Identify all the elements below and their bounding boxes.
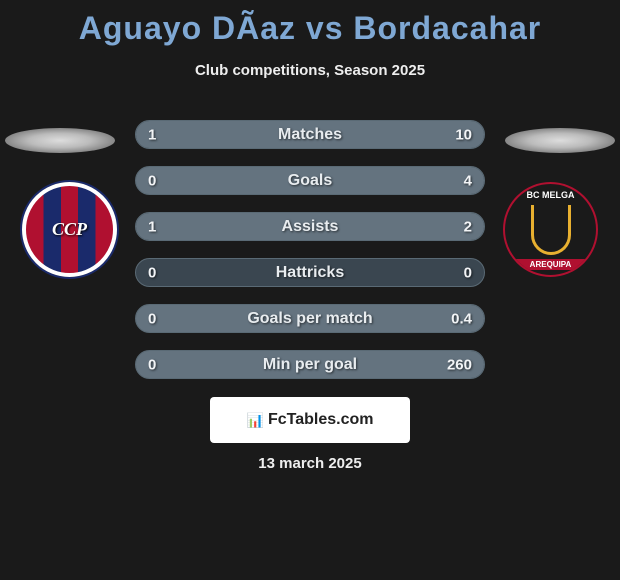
shadow-right <box>505 128 615 153</box>
stat-value-left: 0 <box>148 310 156 327</box>
stat-value-left: 1 <box>148 126 156 143</box>
stat-value-left: 0 <box>148 172 156 189</box>
team-left-crest <box>22 182 117 277</box>
brand-box: 📊 FcTables.com <box>210 397 410 443</box>
chart-icon: 📊 <box>247 412 264 429</box>
stat-row: 0 Min per goal 260 <box>135 350 485 379</box>
stat-row: 0 Hattricks 0 <box>135 258 485 287</box>
stat-row: 1 Matches 10 <box>135 120 485 149</box>
stat-row: 0 Goals 4 <box>135 166 485 195</box>
stat-value-left: 0 <box>148 356 156 373</box>
stat-label: Goals per match <box>247 310 372 328</box>
date-text: 13 march 2025 <box>0 455 620 472</box>
stat-value-right: 0 <box>464 264 472 281</box>
stat-value-right: 0.4 <box>451 310 472 327</box>
team-right-crest: BC MELGA AREQUIPA <box>503 182 598 277</box>
stats-panel: 1 Matches 10 0 Goals 4 1 Assists 2 0 Hattricks 0 0 Go… <box>135 120 485 396</box>
stat-value-right: 260 <box>447 356 472 373</box>
stat-label: Matches <box>278 126 342 144</box>
stat-label: Assists <box>282 218 339 236</box>
stat-row: 1 Assists 2 <box>135 212 485 241</box>
subtitle: Club competitions, Season 2025 <box>0 62 620 79</box>
stat-value-left: 0 <box>148 264 156 281</box>
stat-row: 0 Goals per match 0.4 <box>135 304 485 333</box>
lyre-icon <box>531 205 571 255</box>
stat-label: Min per goal <box>263 356 357 374</box>
shadow-left <box>5 128 115 153</box>
page-title: Aguayo DÃ­az vs Bordacahar <box>0 0 620 47</box>
stat-value-right: 10 <box>455 126 472 143</box>
stat-value-right: 2 <box>464 218 472 235</box>
stat-value-right: 4 <box>464 172 472 189</box>
stat-value-left: 1 <box>148 218 156 235</box>
stat-label: Hattricks <box>276 264 344 282</box>
crest-right-top-text: BC MELGA <box>505 190 596 200</box>
stat-label: Goals <box>288 172 332 190</box>
brand-text: FcTables.com <box>268 411 374 429</box>
crest-right-bottom-text: AREQUIPA <box>505 259 596 270</box>
